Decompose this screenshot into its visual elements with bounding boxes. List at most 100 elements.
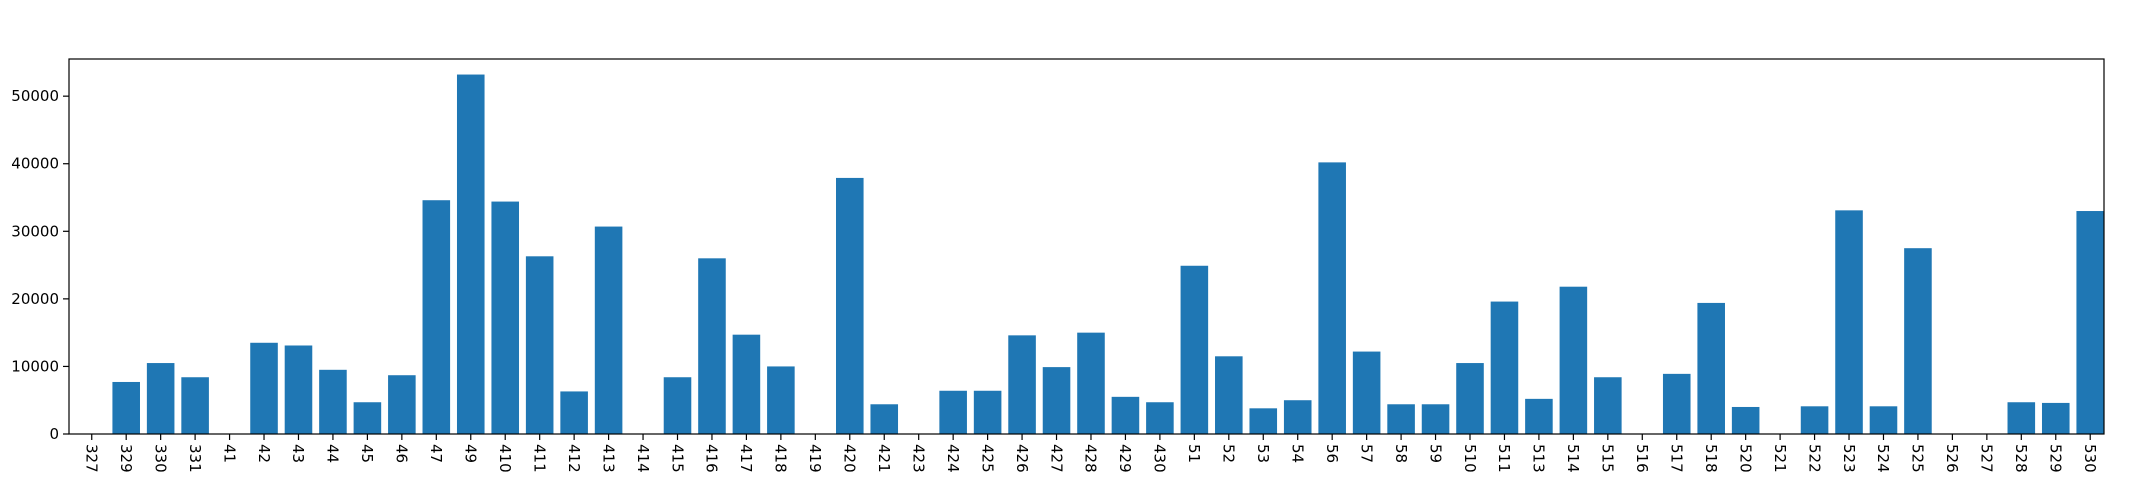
bar-45 bbox=[353, 402, 382, 434]
plot-frame bbox=[68, 58, 2105, 435]
bar-49 bbox=[456, 74, 485, 434]
y-tick-label: 40000 bbox=[11, 155, 59, 173]
bar-424 bbox=[939, 390, 967, 434]
bar-415 bbox=[663, 377, 692, 434]
x-tick-label: 518 bbox=[1702, 444, 1720, 473]
bar-426 bbox=[1008, 335, 1036, 434]
y-axis: 0 10000 20000 30000 40000 50000 bbox=[11, 87, 69, 443]
x-tick-label: 331 bbox=[186, 444, 204, 473]
bar-511 bbox=[1490, 301, 1519, 434]
bar-520 bbox=[1731, 406, 1760, 434]
bar-528 bbox=[2007, 402, 2036, 434]
y-tick-label: 50000 bbox=[11, 87, 59, 105]
x-tick-label: 329 bbox=[117, 444, 135, 473]
x-tick-label: 416 bbox=[703, 444, 721, 473]
bars-layer bbox=[112, 74, 2104, 435]
x-tick-label: 420 bbox=[841, 444, 859, 473]
bar-525 bbox=[1904, 248, 1932, 434]
bar-420 bbox=[836, 177, 864, 435]
bar-417 bbox=[732, 334, 761, 434]
bar-43 bbox=[284, 345, 313, 434]
y-tick-label: 30000 bbox=[11, 222, 59, 240]
bar-52 bbox=[1215, 356, 1243, 434]
bar-59 bbox=[1421, 404, 1450, 434]
x-tick-label: 415 bbox=[668, 444, 686, 473]
x-tick-label: 327 bbox=[82, 444, 100, 473]
x-tick-label: 520 bbox=[1736, 444, 1754, 473]
bar-529 bbox=[2041, 402, 2070, 434]
x-tick-label: 429 bbox=[1116, 444, 1134, 473]
bar-53 bbox=[1249, 408, 1278, 434]
x-tick-label: 417 bbox=[737, 444, 755, 473]
bar-331 bbox=[181, 377, 209, 434]
x-tick-label: 418 bbox=[772, 444, 790, 473]
bar-524 bbox=[1869, 406, 1898, 434]
x-tick-label: 59 bbox=[1426, 444, 1444, 463]
x-tick-label: 44 bbox=[324, 444, 342, 463]
x-tick-label: 45 bbox=[358, 444, 376, 463]
x-tick-label: 527 bbox=[1978, 444, 1996, 473]
bar-510 bbox=[1456, 363, 1484, 434]
x-tick-label: 517 bbox=[1667, 444, 1685, 473]
bar-411 bbox=[525, 256, 554, 434]
x-tick-label: 423 bbox=[909, 444, 927, 473]
bar-51 bbox=[1180, 265, 1209, 434]
x-tick-label: 413 bbox=[599, 444, 617, 473]
x-tick-label: 53 bbox=[1254, 444, 1272, 463]
x-tick-label: 513 bbox=[1530, 444, 1548, 473]
bar-418 bbox=[767, 366, 795, 434]
x-tick-label: 525 bbox=[1909, 444, 1927, 473]
x-tick-label: 514 bbox=[1564, 444, 1582, 473]
x-tick-label: 511 bbox=[1495, 444, 1513, 473]
x-tick-label: 414 bbox=[634, 444, 652, 473]
bar-329 bbox=[112, 381, 140, 434]
bar-513 bbox=[1525, 398, 1553, 434]
x-tick-label: 42 bbox=[255, 444, 273, 463]
bar-44 bbox=[319, 369, 347, 434]
x-tick-label: 427 bbox=[1047, 444, 1065, 473]
x-tick-label: 425 bbox=[978, 444, 996, 473]
x-tick-label: 523 bbox=[1840, 444, 1858, 473]
x-tick-label: 515 bbox=[1599, 444, 1617, 473]
x-axis: 327 329 330 331 41 42 43 44 45 46 47 49 410 411 412 413… bbox=[82, 434, 2099, 473]
bar-530 bbox=[2076, 211, 2104, 434]
bar-330 bbox=[146, 363, 175, 434]
x-tick-label: 410 bbox=[496, 444, 514, 473]
x-tick-label: 411 bbox=[530, 444, 548, 473]
bar-413 bbox=[594, 226, 623, 434]
bar-523 bbox=[1835, 210, 1863, 434]
x-tick-label: 46 bbox=[393, 444, 411, 463]
x-tick-label: 424 bbox=[944, 444, 962, 473]
x-tick-label: 528 bbox=[2012, 444, 2030, 473]
bar-428 bbox=[1077, 332, 1105, 434]
x-tick-label: 330 bbox=[151, 444, 169, 473]
x-tick-label: 421 bbox=[875, 444, 893, 473]
x-tick-label: 57 bbox=[1357, 444, 1375, 463]
x-tick-label: 51 bbox=[1185, 444, 1203, 463]
bar-410 bbox=[491, 201, 520, 434]
x-tick-label: 530 bbox=[2081, 444, 2099, 473]
bar-412 bbox=[560, 391, 588, 434]
x-tick-label: 430 bbox=[1151, 444, 1169, 473]
bar-42 bbox=[250, 342, 278, 434]
bar-57 bbox=[1352, 351, 1381, 434]
bar-54 bbox=[1283, 400, 1312, 434]
x-tick-label: 428 bbox=[1082, 444, 1100, 473]
x-tick-label: 41 bbox=[220, 444, 238, 463]
x-tick-label: 412 bbox=[565, 444, 583, 473]
x-tick-label: 529 bbox=[2047, 444, 2065, 473]
x-tick-label: 43 bbox=[289, 444, 307, 463]
bar-429 bbox=[1111, 396, 1140, 434]
x-tick-label: 58 bbox=[1392, 444, 1410, 463]
x-tick-label: 419 bbox=[806, 444, 824, 473]
bar-517 bbox=[1662, 373, 1691, 434]
bar-47 bbox=[422, 200, 451, 434]
x-tick-label: 510 bbox=[1461, 444, 1479, 473]
bar-46 bbox=[388, 375, 416, 434]
bar-518 bbox=[1697, 302, 1725, 434]
bar-514 bbox=[1559, 286, 1588, 434]
bar-515 bbox=[1594, 377, 1622, 434]
bar-427 bbox=[1042, 367, 1071, 434]
